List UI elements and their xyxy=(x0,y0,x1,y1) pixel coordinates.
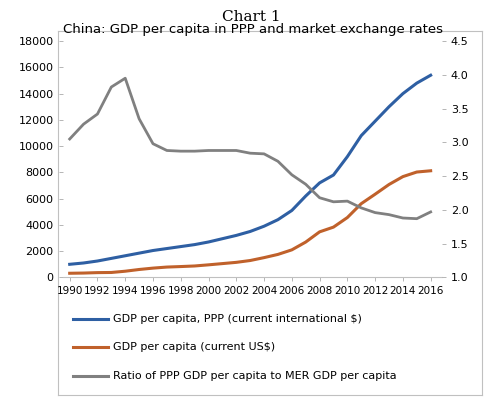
GDP per capita, PPP (current international $) xyxy=(122,253,128,258)
GDP per capita, PPP (current international $) xyxy=(163,246,169,251)
GDP per capita (current US$) xyxy=(67,271,73,276)
GDP per capita (current US$) xyxy=(302,240,308,245)
GDP per capita, PPP (current international $) xyxy=(399,91,405,96)
GDP per capita (current US$) xyxy=(413,170,419,175)
GDP per capita (current US$) xyxy=(371,192,377,197)
GDP per capita (current US$) xyxy=(191,263,197,268)
GDP per capita (current US$) xyxy=(344,215,350,220)
GDP per capita, PPP (current international $) xyxy=(275,217,281,222)
Ratio of PPP GDP per capita to MER GDP per capita xyxy=(288,172,294,177)
GDP per capita (current US$) xyxy=(136,267,142,272)
Ratio of PPP GDP per capita to MER GDP per capita xyxy=(261,151,267,156)
GDP per capita, PPP (current international $) xyxy=(233,233,239,238)
Line: GDP per capita, PPP (current international $): GDP per capita, PPP (current internation… xyxy=(70,75,430,264)
GDP per capita, PPP (current international $) xyxy=(67,262,73,267)
Ratio of PPP GDP per capita to MER GDP per capita xyxy=(163,148,169,153)
GDP per capita, PPP (current international $) xyxy=(136,251,142,256)
GDP per capita (current US$) xyxy=(177,264,183,269)
GDP per capita, PPP (current international $) xyxy=(94,259,100,263)
Line: Ratio of PPP GDP per capita to MER GDP per capita: Ratio of PPP GDP per capita to MER GDP p… xyxy=(70,78,430,219)
Text: China: GDP per capita in PPP and market exchange rates: China: GDP per capita in PPP and market … xyxy=(63,23,442,36)
GDP per capita (current US$) xyxy=(246,258,253,263)
GDP per capita (current US$) xyxy=(233,260,239,265)
GDP per capita, PPP (current international $) xyxy=(427,73,433,78)
GDP per capita, PPP (current international $) xyxy=(261,224,267,229)
Text: GDP per capita (current US$): GDP per capita (current US$) xyxy=(113,342,275,352)
GDP per capita, PPP (current international $) xyxy=(191,242,197,247)
Ratio of PPP GDP per capita to MER GDP per capita xyxy=(344,199,350,203)
GDP per capita, PPP (current international $) xyxy=(288,208,294,213)
GDP per capita, PPP (current international $) xyxy=(150,248,156,253)
Ratio of PPP GDP per capita to MER GDP per capita xyxy=(413,216,419,221)
Ratio of PPP GDP per capita to MER GDP per capita xyxy=(233,148,239,153)
Text: Ratio of PPP GDP per capita to MER GDP per capita: Ratio of PPP GDP per capita to MER GDP p… xyxy=(113,371,396,381)
Ratio of PPP GDP per capita to MER GDP per capita xyxy=(177,149,183,154)
Text: GDP per capita, PPP (current international $): GDP per capita, PPP (current internation… xyxy=(113,314,361,323)
GDP per capita, PPP (current international $) xyxy=(219,236,225,241)
GDP per capita, PPP (current international $) xyxy=(385,104,391,109)
GDP per capita, PPP (current international $) xyxy=(413,81,419,85)
GDP per capita (current US$) xyxy=(108,270,114,275)
Ratio of PPP GDP per capita to MER GDP per capita xyxy=(219,148,225,153)
Ratio of PPP GDP per capita to MER GDP per capita xyxy=(371,210,377,215)
Ratio of PPP GDP per capita to MER GDP per capita xyxy=(358,206,364,210)
GDP per capita (current US$) xyxy=(261,255,267,260)
GDP per capita (current US$) xyxy=(163,265,169,270)
GDP per capita, PPP (current international $) xyxy=(302,194,308,199)
Ratio of PPP GDP per capita to MER GDP per capita xyxy=(150,141,156,146)
Ratio of PPP GDP per capita to MER GDP per capita xyxy=(246,151,253,156)
GDP per capita (current US$) xyxy=(219,261,225,266)
GDP per capita, PPP (current international $) xyxy=(344,154,350,159)
GDP per capita (current US$) xyxy=(205,262,211,267)
GDP per capita (current US$) xyxy=(122,269,128,274)
GDP per capita, PPP (current international $) xyxy=(330,173,336,178)
GDP per capita, PPP (current international $) xyxy=(358,133,364,138)
GDP per capita, PPP (current international $) xyxy=(205,240,211,245)
GDP per capita (current US$) xyxy=(358,201,364,206)
Ratio of PPP GDP per capita to MER GDP per capita xyxy=(316,195,322,200)
GDP per capita, PPP (current international $) xyxy=(316,180,322,185)
GDP per capita (current US$) xyxy=(94,270,100,275)
Ratio of PPP GDP per capita to MER GDP per capita xyxy=(191,149,197,154)
GDP per capita (current US$) xyxy=(427,169,433,173)
GDP per capita (current US$) xyxy=(316,229,322,234)
Ratio of PPP GDP per capita to MER GDP per capita xyxy=(385,212,391,217)
Line: GDP per capita (current US$): GDP per capita (current US$) xyxy=(70,171,430,273)
Ratio of PPP GDP per capita to MER GDP per capita xyxy=(205,148,211,153)
Ratio of PPP GDP per capita to MER GDP per capita xyxy=(427,210,433,215)
GDP per capita (current US$) xyxy=(275,252,281,257)
Text: Chart 1: Chart 1 xyxy=(221,10,280,24)
GDP per capita, PPP (current international $) xyxy=(177,244,183,249)
Ratio of PPP GDP per capita to MER GDP per capita xyxy=(67,136,73,141)
Ratio of PPP GDP per capita to MER GDP per capita xyxy=(108,85,114,90)
GDP per capita (current US$) xyxy=(288,247,294,252)
Ratio of PPP GDP per capita to MER GDP per capita xyxy=(94,111,100,116)
GDP per capita (current US$) xyxy=(399,174,405,179)
GDP per capita (current US$) xyxy=(80,270,86,275)
GDP per capita, PPP (current international $) xyxy=(246,229,253,234)
Ratio of PPP GDP per capita to MER GDP per capita xyxy=(80,122,86,127)
Ratio of PPP GDP per capita to MER GDP per capita xyxy=(136,116,142,121)
Ratio of PPP GDP per capita to MER GDP per capita xyxy=(122,76,128,81)
GDP per capita, PPP (current international $) xyxy=(108,256,114,261)
GDP per capita, PPP (current international $) xyxy=(80,261,86,266)
Ratio of PPP GDP per capita to MER GDP per capita xyxy=(399,215,405,220)
GDP per capita (current US$) xyxy=(150,266,156,270)
GDP per capita (current US$) xyxy=(330,225,336,230)
Ratio of PPP GDP per capita to MER GDP per capita xyxy=(275,159,281,164)
Ratio of PPP GDP per capita to MER GDP per capita xyxy=(330,199,336,204)
GDP per capita (current US$) xyxy=(385,182,391,187)
GDP per capita, PPP (current international $) xyxy=(371,119,377,124)
Ratio of PPP GDP per capita to MER GDP per capita xyxy=(302,182,308,187)
